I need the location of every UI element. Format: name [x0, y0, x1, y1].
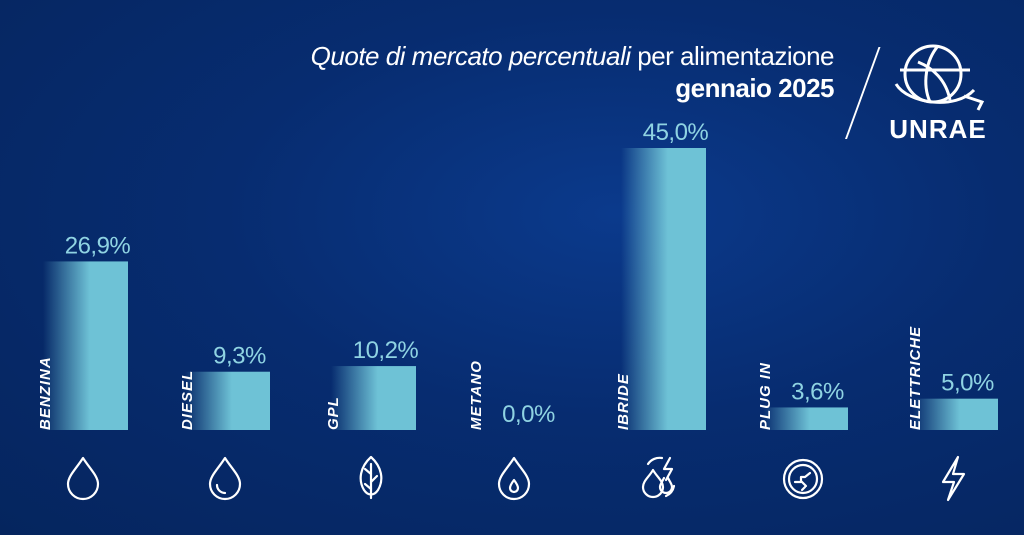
category-label-metano: METANO: [468, 360, 485, 430]
value-label-plug-in: 3,6%: [791, 378, 844, 405]
title-italic-part: Quote di mercato percentuali: [310, 41, 631, 71]
value-label-gpl: 10,2%: [353, 337, 419, 364]
leaf-icon: [346, 452, 396, 502]
chart-title: Quote di mercato percentuali per aliment…: [310, 40, 835, 104]
value-label-diesel: 9,3%: [213, 343, 266, 370]
logo-text: UNRAE: [889, 114, 986, 144]
value-label-benzina: 26,9%: [65, 232, 131, 259]
category-label-diesel: DIESEL: [179, 370, 196, 430]
bar-elettriche: [913, 398, 998, 430]
category-label-elettriche: ELETTRICHE: [907, 326, 924, 430]
gas-drop-icon: [489, 452, 539, 502]
plug-icon: [778, 452, 828, 502]
unrae-logo: UNRAE: [889, 44, 986, 144]
category-label-plug-in: PLUG IN: [757, 362, 774, 430]
diesel-drop-icon: [200, 452, 250, 502]
bar-ibride: [621, 148, 706, 430]
category-label-benzina: BENZINA: [37, 356, 54, 430]
bar-plug-in: [763, 407, 848, 430]
hybrid-drop-bolt-icon: [636, 452, 686, 502]
value-label-ibride: 45,0%: [643, 119, 709, 146]
title-regular-part: per alimentazione: [630, 41, 834, 71]
bar-gpl: [331, 366, 416, 430]
bar-benzina: [43, 261, 128, 430]
category-label-gpl: GPL: [325, 396, 342, 430]
title-line: Quote di mercato percentuali per aliment…: [310, 40, 835, 72]
category-label-ibride: IBRIDE: [615, 373, 632, 430]
fuel-drop-icon: [58, 452, 108, 502]
value-label-metano: 0,0%: [502, 401, 555, 428]
bar-diesel: [185, 371, 270, 430]
value-label-elettriche: 5,0%: [941, 370, 994, 397]
bolt-icon: [928, 452, 978, 502]
chart-subtitle: gennaio 2025: [675, 73, 834, 103]
